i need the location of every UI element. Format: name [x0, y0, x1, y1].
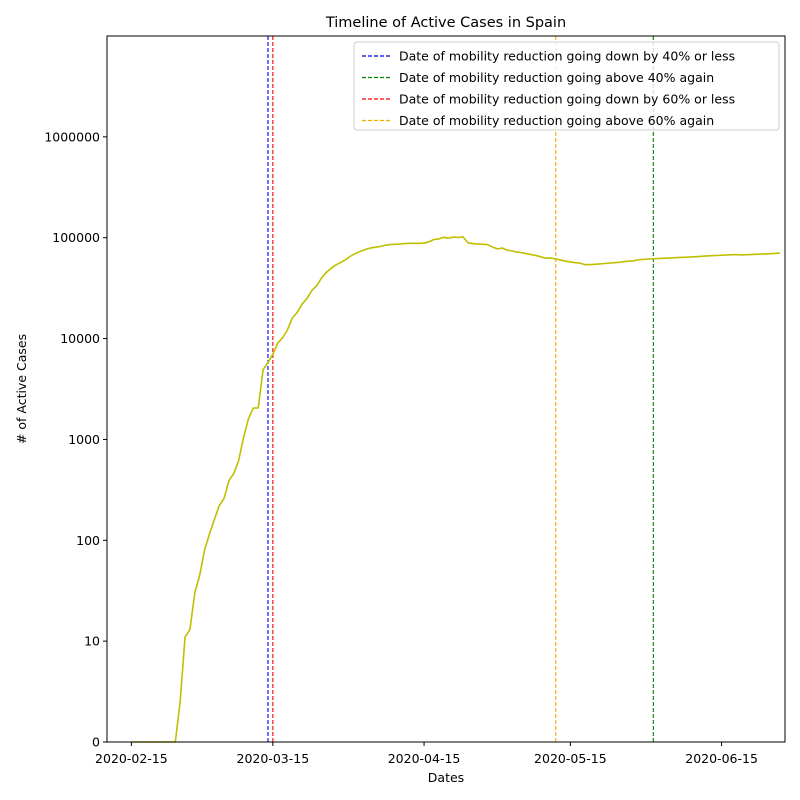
legend-label: Date of mobility reduction going above 6…	[399, 113, 714, 128]
series-line-1	[131, 236, 781, 743]
y-tick-label: 10000	[60, 331, 100, 346]
y-axis: 0 10 100 1000 10000 100000 1000000	[44, 129, 107, 750]
chart-title: Timeline of Active Cases in Spain	[325, 15, 566, 31]
x-tick-label: 2020-02-15	[95, 751, 168, 766]
y-tick-label: 1000	[68, 432, 100, 447]
x-axis-label: Dates	[428, 770, 464, 785]
y-tick-label: 100000	[52, 230, 100, 245]
y-axis-label: # of Active Cases	[14, 334, 29, 444]
legend-label: Date of mobility reduction going down by…	[399, 49, 735, 64]
y-tick-label: 0	[92, 735, 100, 750]
y-tick-label: 10	[84, 634, 100, 649]
x-axis: 2020-02-15 2020-03-15 2020-04-15 2020-05-15…	[95, 742, 758, 766]
x-tick-label: 2020-05-15	[534, 751, 607, 766]
y-tick-label: 100	[76, 533, 100, 548]
legend: Date of mobility reduction going down by…	[353, 41, 780, 131]
x-tick-label: 2020-06-15	[685, 751, 758, 766]
y-tick-label: 1000000	[44, 129, 100, 144]
x-tick-label: 2020-04-15	[388, 751, 461, 766]
legend-label: Date of mobility reduction going down by…	[399, 92, 735, 107]
legend-box	[353, 41, 780, 131]
plot-area	[106, 35, 786, 743]
axes-frame	[106, 35, 786, 743]
x-tick-label: 2020-03-15	[237, 751, 310, 766]
legend-label: Date of mobility reduction going above 4…	[399, 70, 714, 85]
